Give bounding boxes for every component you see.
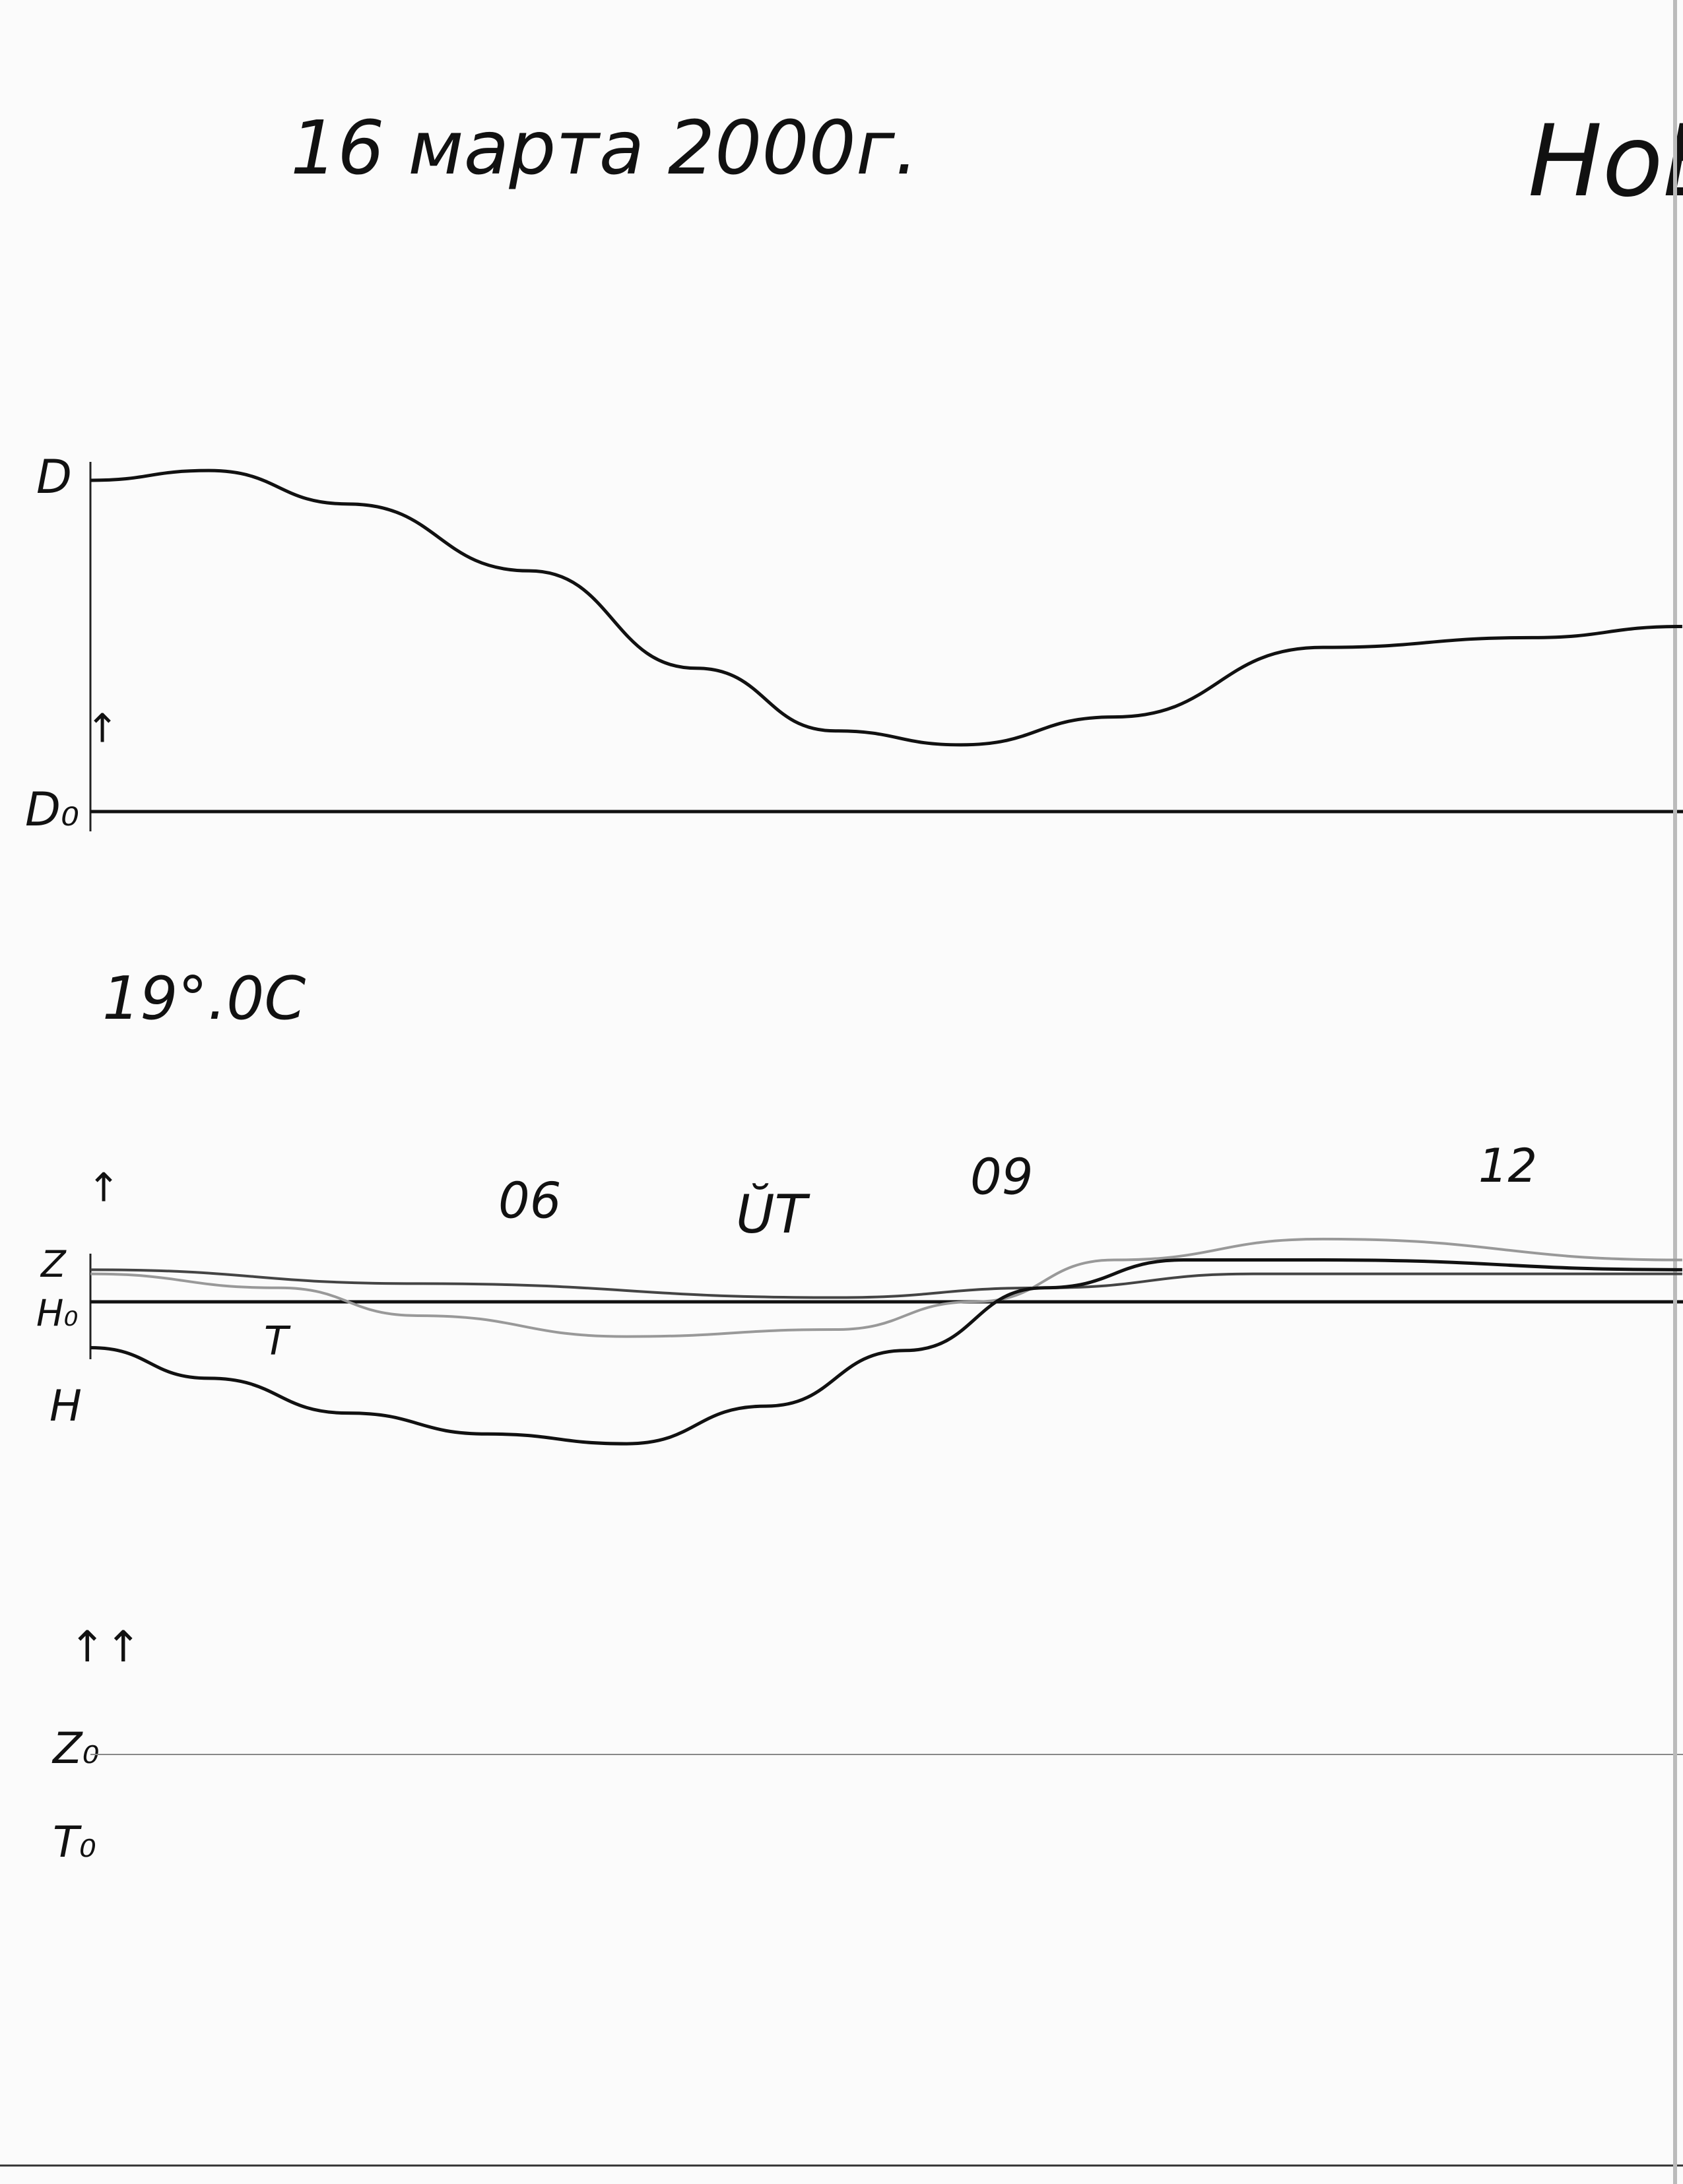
d0-label: D₀ — [25, 783, 79, 837]
time-unit: ŬT — [736, 1183, 811, 1245]
d-trace — [90, 468, 1682, 747]
t-label: T — [264, 1318, 291, 1365]
hour-mark: 09 — [970, 1148, 1033, 1206]
z-label: Z — [40, 1243, 67, 1285]
station-name: НоВ — [1528, 104, 1683, 219]
z0-label: Z₀ — [51, 1724, 100, 1774]
hour-mark: 12 — [1478, 1139, 1537, 1193]
date-title: 16 марта 2000г. — [290, 106, 918, 191]
h0-label: H₀ — [36, 1292, 78, 1334]
z-trace — [90, 1268, 1682, 1299]
hour-mark: 06 — [498, 1172, 561, 1230]
t0-label: T₀ — [53, 1818, 96, 1867]
base-arrows: ↑↑ — [69, 1622, 141, 1672]
t-trace — [90, 1237, 1682, 1338]
h-label: H — [50, 1382, 82, 1431]
hz-arrow: ↑ — [87, 1165, 120, 1211]
d-label: D — [36, 450, 72, 504]
h-trace — [90, 1258, 1682, 1446]
temperature: 19°.0C — [102, 964, 306, 1033]
